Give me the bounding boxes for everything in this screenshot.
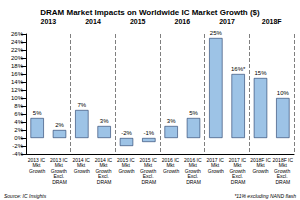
- svg-text:2013 IC: 2013 IC: [50, 156, 69, 163]
- svg-text:15%: 15%: [254, 70, 267, 76]
- svg-text:Mkt: Mkt: [144, 162, 154, 169]
- svg-text:0%: 0%: [14, 135, 23, 141]
- svg-text:-2%: -2%: [12, 143, 23, 149]
- svg-text:DRAM: DRAM: [186, 179, 201, 185]
- svg-text:Excl.: Excl.: [53, 173, 66, 180]
- svg-text:Excl.: Excl.: [142, 173, 155, 180]
- svg-text:2014 IC: 2014 IC: [72, 156, 92, 163]
- svg-text:Excl.: Excl.: [98, 173, 111, 180]
- svg-text:2%: 2%: [55, 122, 64, 128]
- svg-text:Mkt: Mkt: [99, 162, 109, 169]
- svg-text:Growth: Growth: [208, 168, 224, 174]
- svg-text:2017: 2017: [219, 18, 235, 25]
- svg-text:Mkt: Mkt: [32, 162, 42, 169]
- svg-text:4%: 4%: [14, 119, 23, 125]
- svg-text:2015 IC: 2015 IC: [139, 156, 159, 163]
- svg-text:Excl.: Excl.: [276, 173, 289, 180]
- svg-text:Growth: Growth: [184, 167, 203, 174]
- svg-text:2014: 2014: [85, 18, 101, 25]
- svg-text:Mkt: Mkt: [277, 162, 289, 169]
- svg-text:Source: IC Insights: Source: IC Insights: [4, 193, 47, 199]
- svg-text:Mkt: Mkt: [54, 162, 65, 169]
- svg-text:3%: 3%: [167, 118, 176, 124]
- svg-text:2013 IC: 2013 IC: [27, 156, 47, 163]
- svg-text:2013: 2013: [41, 18, 57, 25]
- svg-text:2017 IC: 2017 IC: [206, 156, 226, 163]
- svg-text:2018F IC: 2018F IC: [272, 156, 294, 163]
- svg-text:Growth: Growth: [50, 167, 69, 174]
- svg-text:26%: 26%: [11, 31, 24, 37]
- svg-text:-1%: -1%: [143, 130, 154, 136]
- svg-text:Growth: Growth: [95, 167, 113, 174]
- svg-text:12%: 12%: [11, 87, 24, 93]
- svg-text:20%: 20%: [11, 55, 24, 61]
- svg-text:10%: 10%: [11, 95, 24, 101]
- svg-text:Growth: Growth: [252, 168, 268, 174]
- svg-text:*11% excluding NAND flash: *11% excluding NAND flash: [234, 193, 296, 199]
- svg-text:Mkt: Mkt: [77, 162, 87, 169]
- svg-text:Mkt: Mkt: [211, 162, 221, 169]
- svg-text:2014 IC: 2014 IC: [94, 156, 114, 163]
- svg-text:Growth: Growth: [118, 168, 134, 174]
- svg-text:2016: 2016: [175, 18, 191, 25]
- svg-text:Growth: Growth: [163, 168, 179, 174]
- svg-text:7%: 7%: [77, 102, 86, 108]
- svg-text:24%: 24%: [11, 39, 24, 45]
- svg-text:Mkt: Mkt: [166, 162, 176, 169]
- svg-text:Mkt: Mkt: [233, 162, 243, 169]
- svg-text:3%: 3%: [100, 118, 109, 124]
- svg-text:2015 IC: 2015 IC: [117, 156, 136, 163]
- svg-text:16%*: 16%*: [231, 66, 246, 72]
- svg-text:Mkt: Mkt: [255, 162, 266, 169]
- svg-text:25%: 25%: [210, 30, 223, 36]
- svg-text:16%: 16%: [11, 71, 24, 77]
- svg-text:2016 IC: 2016 IC: [184, 156, 203, 163]
- svg-text:2015: 2015: [130, 18, 146, 25]
- svg-text:DRAM Market Impacts on Worldwi: DRAM Market Impacts on Worldwide IC Mark…: [40, 8, 260, 17]
- svg-text:2018F IC: 2018F IC: [250, 156, 271, 163]
- svg-text:Growth: Growth: [29, 168, 45, 174]
- svg-text:5%: 5%: [189, 110, 198, 116]
- svg-text:Mkt: Mkt: [188, 162, 199, 169]
- svg-text:DRAM: DRAM: [275, 179, 290, 185]
- svg-text:DRAM: DRAM: [141, 179, 156, 185]
- svg-text:Growth: Growth: [140, 167, 158, 174]
- svg-text:2016 IC: 2016 IC: [161, 156, 181, 163]
- svg-text:2018F: 2018F: [262, 18, 283, 25]
- svg-text:Growth: Growth: [274, 167, 292, 174]
- svg-text:-4%: -4%: [12, 151, 23, 157]
- svg-text:6%: 6%: [14, 111, 23, 117]
- svg-text:DRAM: DRAM: [231, 179, 246, 185]
- svg-text:18%: 18%: [11, 63, 24, 69]
- svg-text:5%: 5%: [33, 110, 42, 116]
- svg-text:Excl.: Excl.: [187, 173, 200, 180]
- svg-text:DRAM: DRAM: [52, 179, 67, 185]
- svg-text:14%: 14%: [11, 79, 24, 85]
- svg-text:Mkt: Mkt: [121, 162, 132, 169]
- svg-text:Growth: Growth: [229, 167, 247, 174]
- svg-text:Excl.: Excl.: [232, 173, 245, 180]
- svg-text:8%: 8%: [14, 103, 23, 109]
- svg-text:2017 IC: 2017 IC: [228, 156, 248, 163]
- svg-text:22%: 22%: [11, 47, 24, 53]
- svg-text:DRAM: DRAM: [97, 179, 112, 185]
- svg-text:-2%: -2%: [121, 130, 132, 136]
- svg-text:2%: 2%: [14, 127, 23, 133]
- svg-text:Growth: Growth: [74, 168, 90, 174]
- svg-text:10%: 10%: [277, 90, 290, 96]
